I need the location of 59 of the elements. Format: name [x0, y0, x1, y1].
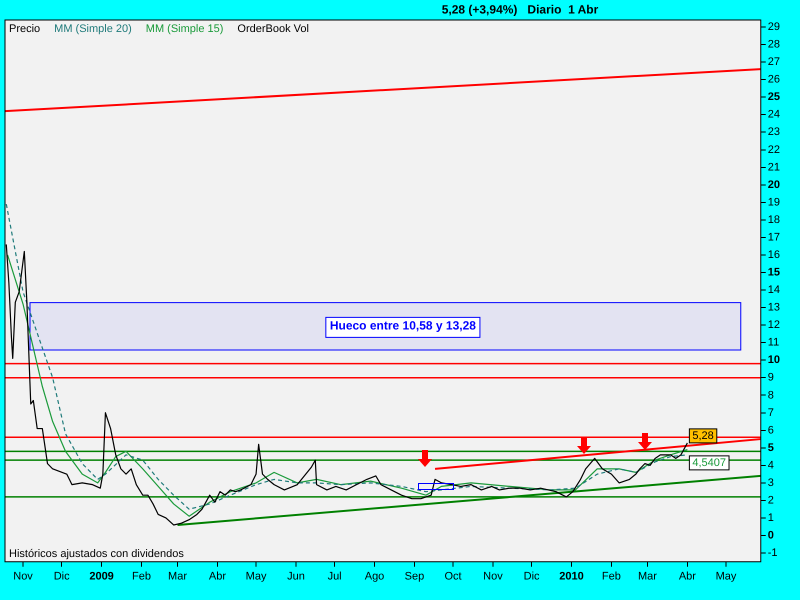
y-tick-label: 9	[768, 372, 774, 384]
annotation: OrderBook Vol	[237, 23, 309, 36]
x-tick-label: Sep	[404, 570, 424, 582]
y-tick-label: 12	[768, 319, 780, 332]
text: MM (Simple 20)	[54, 23, 132, 36]
y-tick-label: 7	[768, 406, 774, 419]
x-tick-label: Nov	[483, 570, 504, 582]
y-tick-label: 4	[768, 459, 774, 472]
x-tick-label: Abr	[208, 570, 226, 582]
band-label: Hueco entre 10,58 y 13,28	[330, 318, 476, 333]
y-tick-label: 8	[768, 389, 774, 402]
x-tick-label: Feb	[602, 570, 621, 582]
x-tick-label: Dic	[524, 570, 540, 582]
y-tick-label: 10	[768, 354, 780, 366]
annotation: 4,5407	[692, 456, 726, 469]
x-tick-label: Jul	[328, 570, 342, 582]
y-tick-label: 29	[768, 21, 780, 34]
y-tick-label: 17	[768, 231, 780, 244]
text: Precio	[9, 23, 40, 36]
y-tick-label: 27	[768, 56, 780, 68]
y-tick-label: 0	[768, 530, 774, 542]
x-tick-label: May	[246, 570, 267, 582]
y-tick-label: 19	[768, 196, 780, 208]
y-tick-label: 15	[768, 266, 780, 279]
y-tick-label: 22	[768, 144, 780, 156]
y-tick-label: -1	[768, 547, 778, 560]
annotation: Históricos ajustados con dividendos	[9, 548, 184, 560]
x-tick-label: Nov	[13, 570, 34, 582]
y-tick-label: 3	[768, 476, 774, 489]
x-tick-label: Abr	[678, 570, 696, 582]
x-tick-label: May	[716, 570, 737, 582]
y-tick-label: 25	[768, 91, 780, 104]
x-tick-label: Dic	[54, 570, 70, 582]
annotation: 5,28	[692, 430, 714, 442]
y-tick-label: 1	[768, 512, 774, 524]
chart-title: 5,28 (+3,94%) Diario 1 Abr	[442, 2, 599, 16]
y-tick-label: 23	[768, 126, 780, 138]
y-tick-label: 20	[768, 178, 780, 191]
y-tick-label: 5	[768, 442, 774, 454]
x-tick-label: Oct	[444, 570, 462, 582]
x-tick-label: Ago	[364, 570, 384, 582]
y-tick-label: 6	[768, 424, 774, 436]
y-tick-label: 24	[768, 108, 780, 121]
x-tick-label: Mar	[168, 570, 188, 582]
y-tick-label: 2	[768, 494, 774, 506]
y-tick-label: 16	[768, 248, 780, 261]
x-tick-label: Jun	[287, 570, 305, 582]
y-tick-label: 28	[768, 38, 780, 51]
y-tick-label: 21	[768, 161, 780, 174]
x-tick-label: 2010	[559, 570, 584, 582]
y-tick-label: 13	[768, 302, 780, 314]
y-tick-label: 11	[768, 336, 780, 349]
y-tick-label: 26	[768, 74, 780, 86]
y-tick-label: 18	[768, 214, 780, 226]
x-tick-label: Feb	[132, 570, 151, 582]
y-tick-label: 14	[768, 284, 780, 296]
x-tick-label: Mar	[638, 570, 658, 582]
text: MM (Simple 15)	[146, 23, 224, 36]
x-tick-label: 2009	[89, 570, 114, 582]
